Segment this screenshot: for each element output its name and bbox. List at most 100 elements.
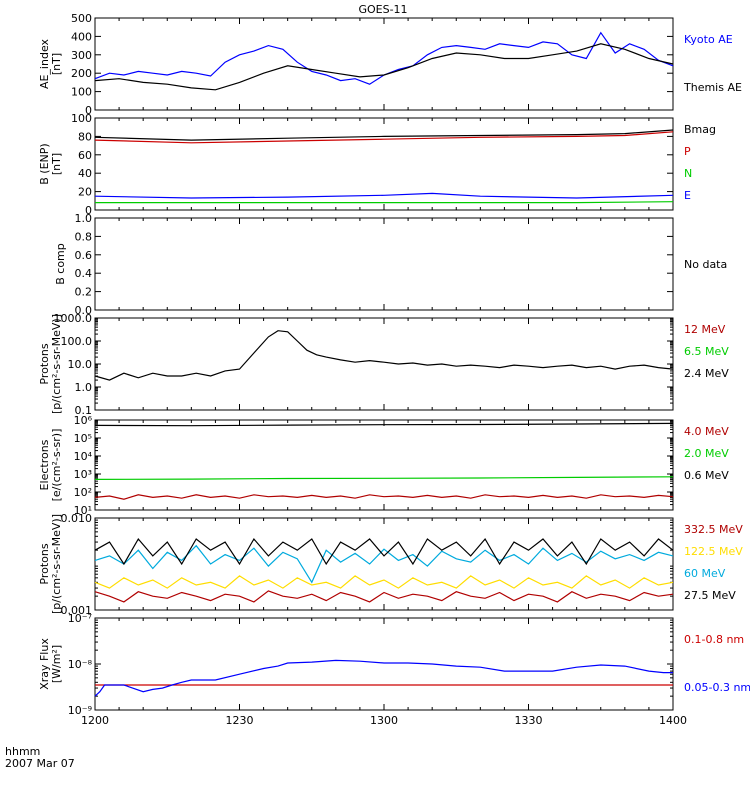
legend-entry: 2.4 MeV [684, 367, 729, 380]
x-tick-label: 1400 [659, 714, 687, 727]
legend-entry: 4.0 MeV [684, 425, 729, 438]
y-tick-label: 0 [85, 104, 92, 117]
legend-entry: 27.5 MeV [684, 589, 736, 602]
y-tick-label: 0.0 [75, 304, 93, 317]
legend-entry: 332.5 MeV [684, 523, 743, 536]
y-axis-label: B comp [54, 243, 67, 285]
legend-entry: 0.1-0.8 nm [684, 633, 744, 646]
y-tick-label: 10⁵ [74, 432, 92, 445]
series-line-kyoto-ae [94, 31, 674, 85]
y-tick-label: 1.0 [75, 212, 93, 225]
panel-frame [94, 17, 674, 111]
panel-frame [94, 617, 674, 711]
y-tick-label: 0.2 [75, 286, 93, 299]
y-tick-label: 0.8 [75, 230, 93, 243]
y-tick-label: 200 [71, 67, 92, 80]
y-axis-label: Xray Flux [38, 638, 51, 690]
series-line-0-6-mev [94, 422, 674, 427]
no-data-label: No data [684, 258, 727, 271]
y-axis-label: [nT] [50, 153, 63, 175]
y-axis-label: [e/(cm²-s-sr)] [50, 429, 63, 502]
y-tick-label: 1.0 [75, 381, 93, 394]
x-tick-label: 1230 [226, 714, 254, 727]
series-line-122-5-mev [94, 575, 674, 589]
legend-entry: 2.0 MeV [684, 447, 729, 460]
legend-entry: 122.5 MeV [684, 545, 743, 558]
y-tick-label: 10.0 [68, 358, 93, 371]
y-tick-label: 0.1 [75, 404, 93, 417]
legend-entry: 0.05-0.3 nm [684, 681, 750, 694]
chart-title: GOES-11 [358, 3, 407, 16]
series-line-4-0-mev [94, 494, 674, 500]
y-axis-label: Protons [38, 543, 51, 584]
time-axis-label-date: 2007 Mar 07 [5, 757, 75, 770]
series-line-332-5-mev [94, 590, 674, 603]
y-tick-label: 10² [74, 486, 92, 499]
y-tick-label: 300 [71, 49, 92, 62]
y-tick-label: 40 [78, 167, 92, 180]
y-tick-label: 0.010 [61, 512, 93, 525]
y-tick-label: 1000.0 [54, 312, 93, 325]
panel-frame [94, 317, 674, 411]
y-axis-label: [p/(cm²-s-sr-MeV)] [50, 314, 63, 414]
y-tick-label: 400 [71, 30, 92, 43]
series-line-p [94, 131, 674, 144]
y-tick-label: 10¹ [74, 504, 92, 517]
y-tick-label: 500 [71, 12, 92, 25]
panel-electrons: 10¹ 10² 10³ 10⁴ 10⁵ 10⁶ Electrons [e/(cm²-s-sr)… [38, 414, 729, 517]
y-tick-label: 10⁻⁸ [68, 658, 93, 671]
time-axis-label-hhmm: hhmm [5, 745, 40, 758]
legend-entry: 60 MeV [684, 567, 726, 580]
y-tick-label: 20 [78, 186, 92, 199]
legend-entry: Bmag [684, 123, 716, 136]
x-tick-label: 1330 [515, 714, 543, 727]
y-axis-label: Protons [38, 343, 51, 384]
y-tick-label: 10⁶ [74, 414, 93, 427]
y-tick-label: 80 [78, 130, 92, 143]
panel-frame [94, 117, 674, 211]
y-tick-label: 0.6 [75, 249, 93, 262]
y-tick-label: 10⁻⁹ [68, 704, 92, 717]
legend-entry: Kyoto AE [684, 33, 733, 46]
y-tick-label: 0 [85, 204, 92, 217]
y-axis-label: [p/(cm²-s-sr-MeV)] [50, 514, 63, 614]
y-axis-label: [nT] [50, 53, 63, 75]
legend-entry: N [684, 167, 692, 180]
legend-entry: E [684, 189, 691, 202]
series-line-themis-ae [94, 43, 674, 91]
legend-entry: 6.5 MeV [684, 345, 729, 358]
y-tick-label: 100 [71, 112, 92, 125]
y-tick-label: 100 [71, 86, 92, 99]
y-tick-label: 10³ [74, 468, 92, 481]
series-line-27-5-mev [94, 537, 674, 566]
series-line-n [95, 201, 674, 204]
y-tick-label: 0.001 [61, 604, 93, 617]
series-line-2-0-mev [94, 476, 674, 480]
y-axis-label: B (ENP) [38, 143, 51, 184]
y-tick-label: 10⁴ [74, 450, 93, 463]
legend-entry: Themis AE [683, 81, 742, 94]
panel-ae: 0 100 200 300 400 500 AE_index [nT] Kyoto AE Them… [38, 12, 742, 117]
legend-entry: 0.6 MeV [684, 469, 729, 482]
panel-bcomp: 0.0 0.2 0.4 0.6 0.8 1.0 B comp No data [54, 212, 727, 317]
y-tick-label: 0.4 [75, 267, 93, 280]
series-line-0-05-0-3-nm [94, 659, 673, 697]
series-line-60-mev [94, 544, 674, 584]
x-tick-label: 1200 [81, 714, 109, 727]
series-line-e [94, 192, 674, 199]
y-tick-label: 100.0 [61, 335, 93, 348]
legend-entry: P [684, 145, 691, 158]
legend-entry: 12 MeV [684, 323, 726, 336]
y-tick-label: 60 [78, 149, 92, 162]
x-tick-label: 1300 [370, 714, 398, 727]
panel-bfield: 0 20 40 60 80 100 B (ENP) [nT] Bmag PNE [38, 112, 716, 217]
series-line-bmag [94, 129, 674, 141]
panel-xray: 10⁻⁹ 10⁻⁸ 10⁻⁷ Xray Flux [W/m²] 0.1-0.8 nm 0.0… [38, 612, 750, 717]
y-axis-label: AE_index [38, 38, 51, 89]
y-tick-label: 10⁻⁷ [68, 612, 92, 625]
panel-protons_high: 0.001 0.010 Protons [p/(cm²-s-sr-MeV)] 332.5… [38, 512, 743, 617]
panel-protons_low: 0.1 1.0 10.0 100.0 1000.0 Protons [p/(cm²-s-sr… [38, 312, 729, 417]
series-line-2-4-mev [94, 330, 674, 381]
